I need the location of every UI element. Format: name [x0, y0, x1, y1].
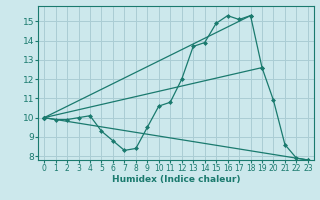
X-axis label: Humidex (Indice chaleur): Humidex (Indice chaleur) — [112, 175, 240, 184]
